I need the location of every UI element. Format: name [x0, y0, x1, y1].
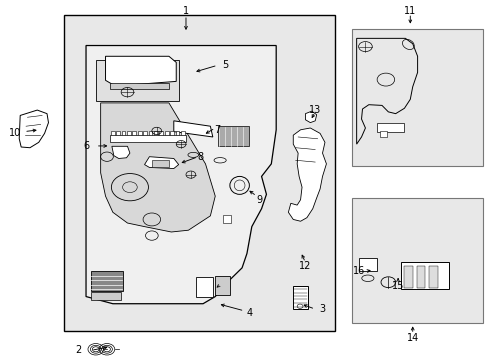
Polygon shape: [112, 146, 130, 158]
Bar: [175, 131, 179, 135]
Bar: [159, 131, 163, 135]
Bar: [96, 60, 178, 101]
Bar: [358, 258, 376, 271]
Polygon shape: [101, 103, 215, 232]
Bar: [91, 292, 121, 300]
Bar: [170, 131, 174, 135]
Text: 3: 3: [319, 304, 325, 314]
Polygon shape: [356, 39, 417, 144]
Text: 16: 16: [352, 266, 365, 276]
Text: 6: 6: [83, 141, 89, 151]
Polygon shape: [173, 121, 212, 137]
Text: 14: 14: [406, 333, 418, 343]
Bar: [127, 131, 131, 135]
Bar: [138, 131, 142, 135]
Polygon shape: [105, 56, 176, 86]
Text: 8: 8: [197, 152, 203, 162]
Text: 5: 5: [222, 60, 228, 70]
Polygon shape: [19, 110, 48, 148]
Text: 9: 9: [256, 195, 262, 205]
Text: 15: 15: [391, 281, 404, 291]
Bar: [351, 198, 483, 323]
Bar: [111, 131, 115, 135]
Text: 7: 7: [214, 125, 221, 135]
Bar: [376, 123, 403, 132]
Bar: [293, 286, 307, 309]
Text: 2: 2: [76, 345, 81, 355]
Bar: [428, 266, 437, 288]
Bar: [91, 271, 122, 291]
Text: 1: 1: [183, 6, 189, 17]
Bar: [154, 131, 158, 135]
Bar: [217, 126, 249, 146]
Bar: [148, 131, 152, 135]
Text: 13: 13: [308, 105, 321, 115]
Polygon shape: [305, 111, 316, 123]
Bar: [122, 131, 125, 135]
Bar: [110, 83, 168, 89]
Polygon shape: [86, 45, 276, 304]
Bar: [400, 262, 448, 289]
Bar: [110, 135, 185, 141]
Bar: [143, 131, 147, 135]
Bar: [164, 131, 168, 135]
Text: 12: 12: [299, 261, 311, 271]
Bar: [152, 160, 168, 167]
Bar: [351, 30, 483, 166]
Bar: [379, 131, 386, 137]
Bar: [195, 277, 212, 297]
Text: 11: 11: [404, 6, 416, 17]
Text: 4: 4: [246, 308, 252, 318]
Bar: [64, 15, 334, 330]
Bar: [222, 215, 231, 223]
Bar: [416, 266, 425, 288]
Bar: [215, 276, 229, 296]
Bar: [116, 131, 120, 135]
Text: 10: 10: [9, 129, 21, 138]
Polygon shape: [144, 157, 178, 168]
Polygon shape: [288, 128, 326, 221]
Bar: [181, 131, 184, 135]
Bar: [132, 131, 136, 135]
Bar: [404, 266, 412, 288]
